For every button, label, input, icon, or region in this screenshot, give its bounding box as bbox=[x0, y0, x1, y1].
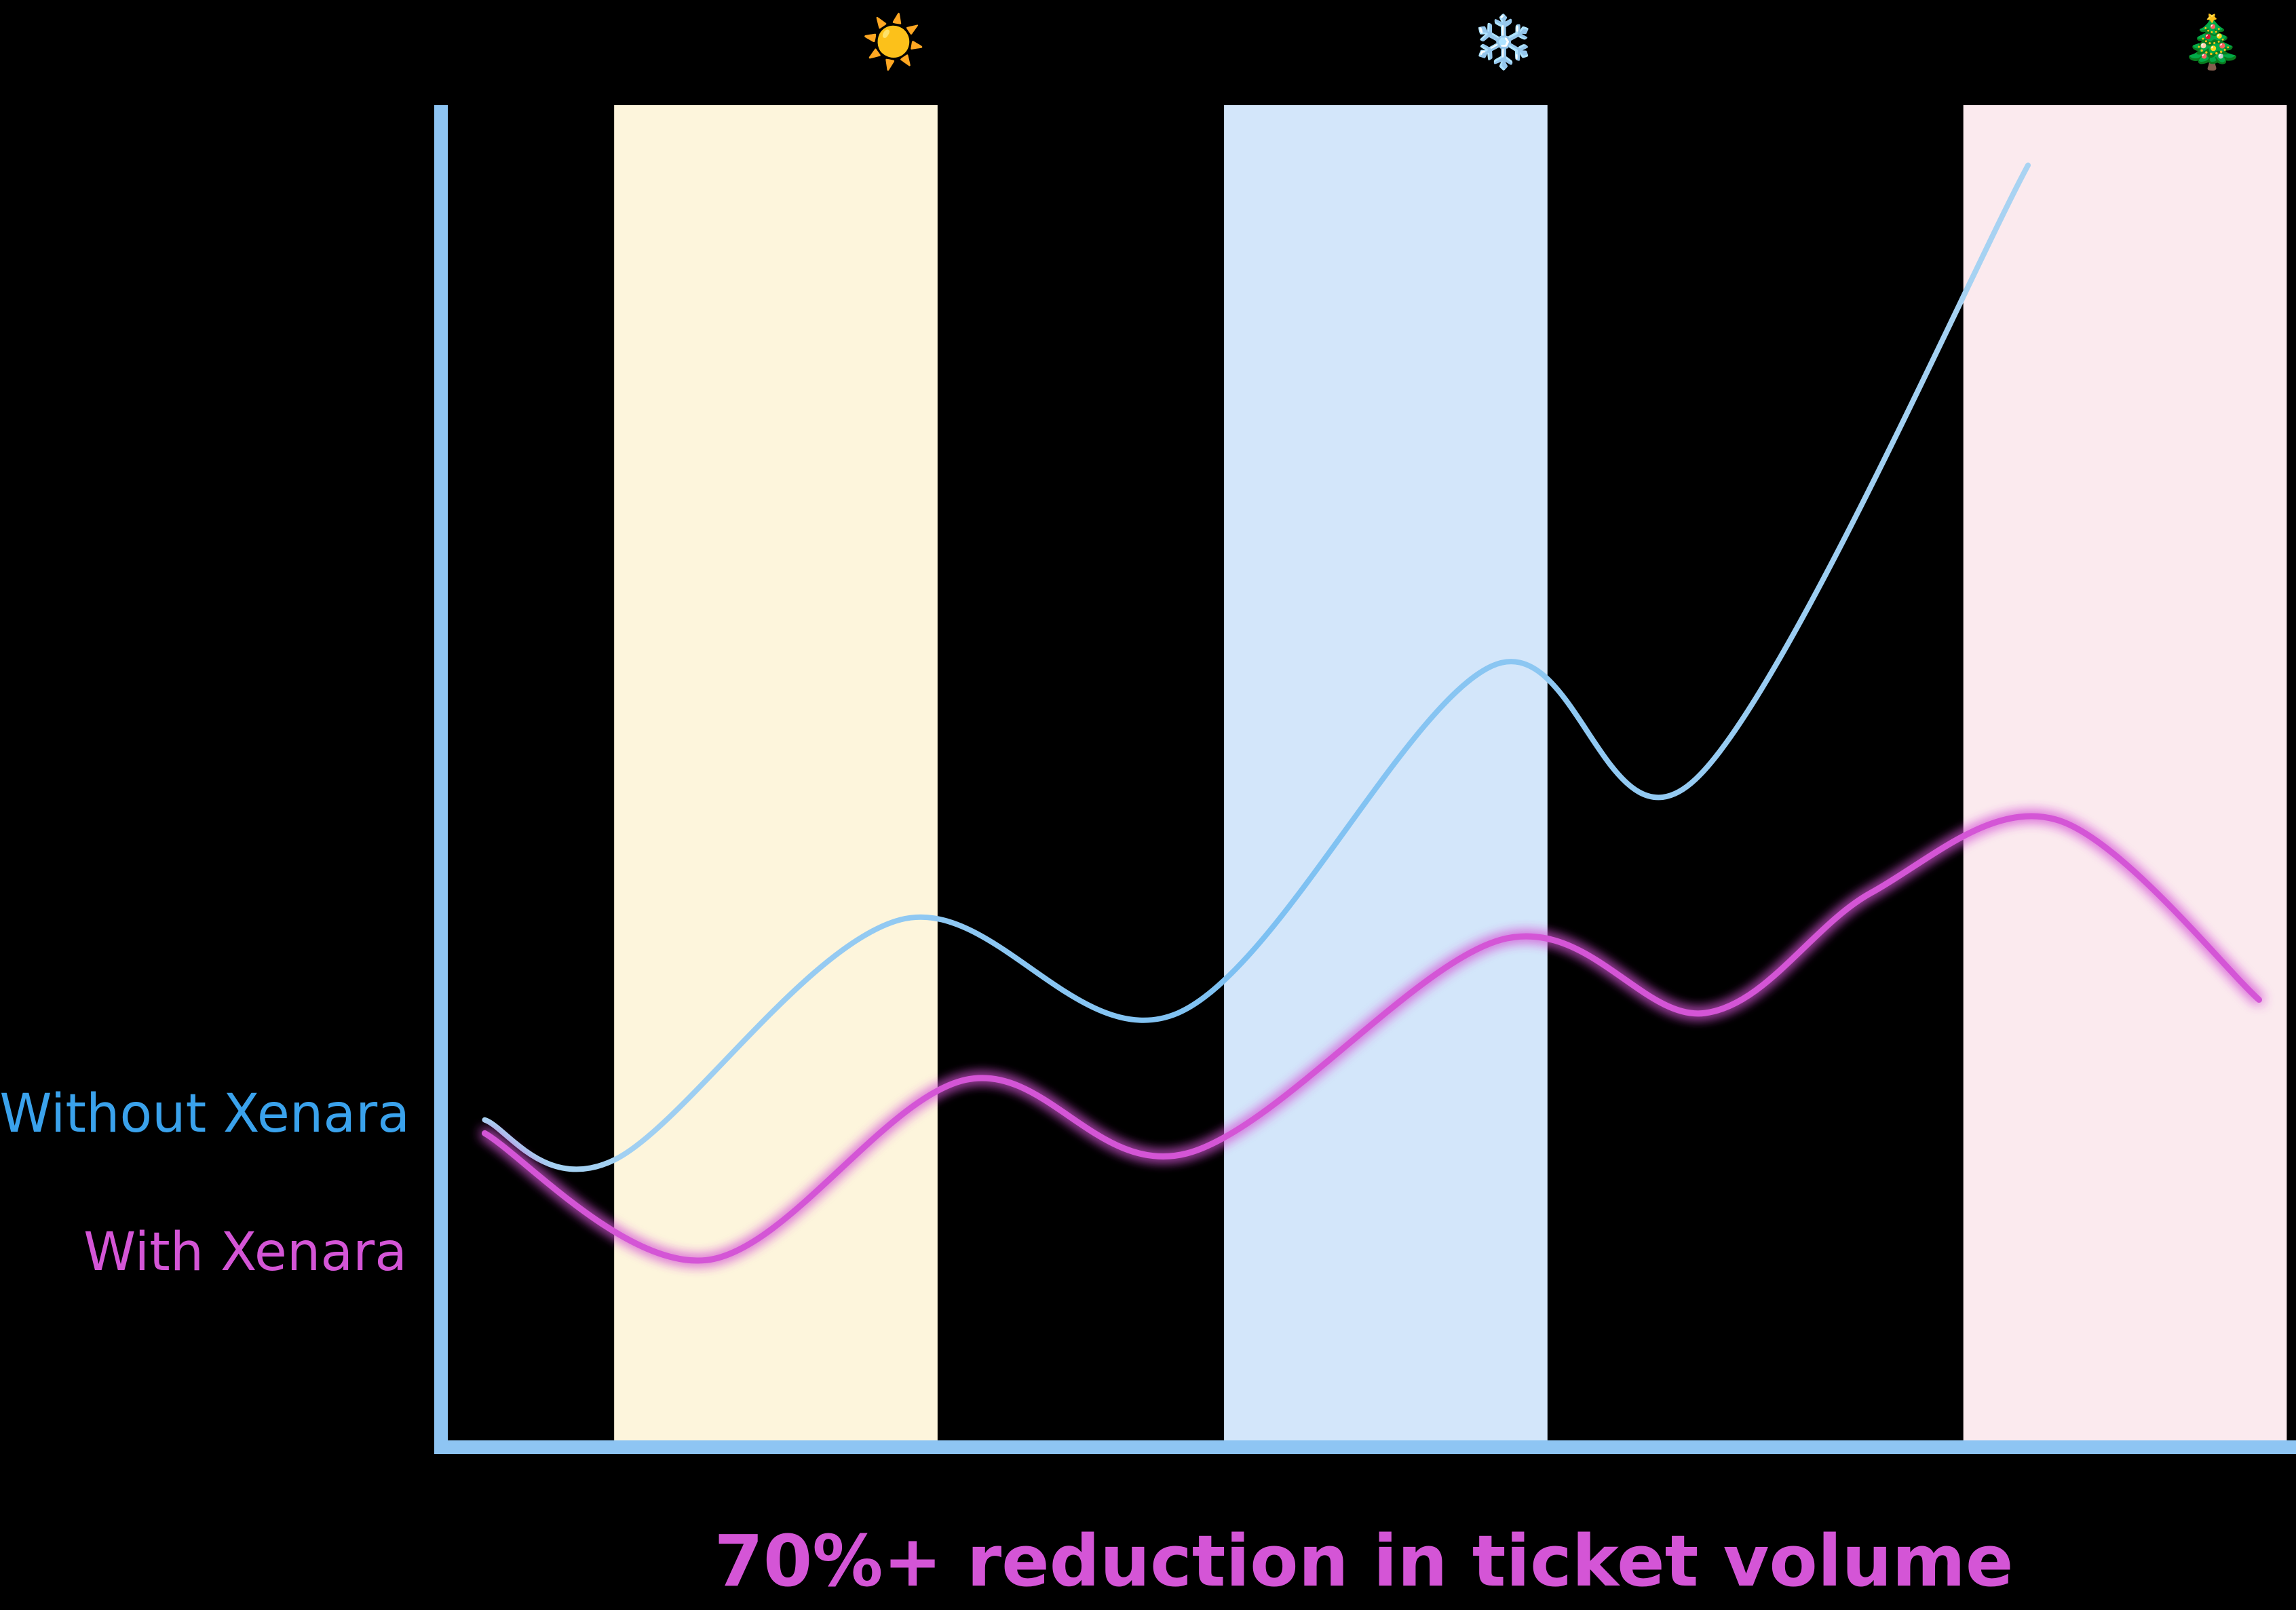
season-bands: ☀️ ❄️ 🎄 bbox=[614, 11, 2287, 1440]
season-band-3 bbox=[1963, 105, 2287, 1440]
legend: Without Xenara With Xenara bbox=[0, 1084, 410, 1283]
season-band-1 bbox=[614, 105, 938, 1440]
christmas-tree-icon: 🎄 bbox=[2180, 12, 2244, 72]
axes bbox=[434, 105, 2296, 1454]
series-lines bbox=[481, 162, 2263, 1264]
snowflake-icon: ❄️ bbox=[1471, 12, 1535, 72]
chart-caption: 70%+ reduction in ticket volume bbox=[714, 1520, 2014, 1603]
legend-without-xenara: Without Xenara bbox=[0, 1084, 410, 1145]
legend-with-xenara: With Xenara bbox=[83, 1222, 407, 1283]
sun-icon: ☀️ bbox=[862, 11, 926, 73]
series-line-with-xenara bbox=[481, 813, 2263, 1264]
series-line-without-xenara bbox=[482, 162, 2031, 1172]
